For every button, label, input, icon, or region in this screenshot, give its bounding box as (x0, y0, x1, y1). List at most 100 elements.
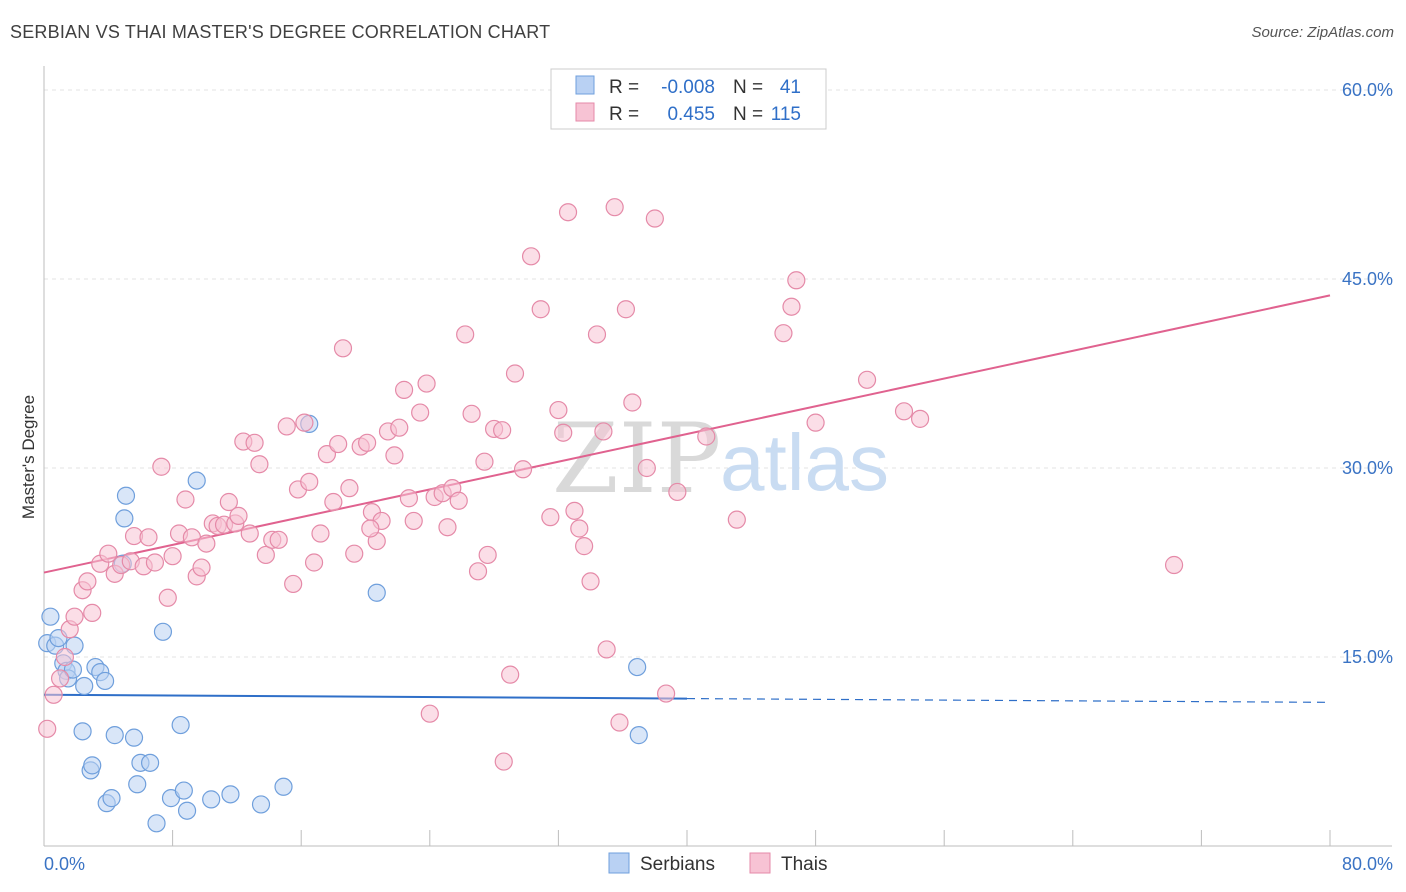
bottom-legend-label-serbians: Serbians (640, 854, 715, 875)
point-serbians-18 (105, 726, 124, 745)
point-serbians-33 (221, 785, 240, 804)
point-thais-96 (616, 300, 636, 319)
axes (43, 66, 1392, 847)
point-thais-20 (163, 547, 182, 566)
watermark-atlas: atlas (720, 418, 889, 507)
point-thais-52 (345, 544, 364, 563)
point-thais-40 (277, 417, 296, 436)
point-thais-82 (531, 300, 550, 319)
point-thais-59 (385, 446, 404, 465)
point-serbians-26 (153, 622, 173, 641)
point-thais-71 (456, 325, 475, 344)
point-thais-7 (78, 572, 97, 591)
point-thais-110 (910, 409, 930, 428)
point-thais-101 (668, 482, 687, 502)
point-thais-37 (256, 545, 275, 565)
point-thais-39 (269, 530, 288, 549)
point-thais-8 (83, 603, 102, 623)
point-thais-81 (521, 247, 541, 266)
point-thais-79 (505, 364, 525, 383)
point-thais-34 (240, 524, 259, 543)
legend-r-value-thais: 0.455 (667, 104, 715, 125)
point-thais-22 (176, 490, 195, 509)
y-tick-label-2: 45.0% (1342, 269, 1393, 289)
point-thais-64 (411, 403, 430, 422)
point-thais-78 (501, 665, 520, 684)
point-thais-100 (657, 684, 676, 703)
series-legend: Serbians Thais (608, 852, 827, 875)
watermark-zip: ZIP (552, 403, 721, 515)
legend-n-value-thais: 115 (771, 104, 801, 125)
point-thais-68 (438, 518, 457, 537)
point-thais-92 (594, 422, 613, 441)
legend-n-label-serbians: N = (733, 77, 763, 98)
y-axis-label: Master's Degree (19, 395, 38, 519)
legend-n-label-thais: N = (733, 104, 763, 125)
point-thais-48 (324, 492, 343, 512)
point-serbians-10 (73, 722, 92, 741)
point-thais-104 (774, 324, 793, 343)
x-tick-label-0: 0.0% (44, 854, 85, 874)
point-thais-19 (158, 588, 177, 607)
point-serbians-19 (115, 509, 134, 528)
point-thais-113 (494, 752, 513, 771)
point-thais-112 (420, 704, 439, 723)
point-thais-85 (554, 423, 573, 442)
point-thais-2 (50, 669, 70, 688)
point-serbians-17 (102, 789, 121, 808)
point-thais-111 (1164, 555, 1184, 575)
legend-swatch-serbians (575, 75, 595, 95)
legend-r-label-thais: R = (609, 104, 639, 125)
point-thais-61 (394, 380, 414, 399)
legend-swatch-thais (575, 102, 595, 122)
stats-legend: R = -0.008 N = 41 R = 0.455 N = 115 (550, 68, 827, 130)
x-tick-labels: 0.0% 80.0% (44, 854, 1393, 874)
point-serbians-20 (116, 486, 136, 505)
point-thais-99 (645, 209, 664, 228)
bottom-legend-swatch-thais (749, 852, 771, 874)
trend-line-thais (43, 294, 1331, 574)
grid-lines (44, 89, 1392, 658)
point-thais-50 (333, 339, 353, 358)
point-serbians-9 (75, 676, 94, 696)
point-thais-0 (38, 719, 57, 738)
point-thais-83 (541, 508, 560, 527)
point-thais-95 (610, 713, 629, 732)
point-serbians-32 (202, 790, 221, 809)
point-thais-25 (192, 558, 211, 577)
point-thais-91 (587, 325, 607, 344)
point-thais-105 (782, 297, 801, 316)
source-label: Source: ZipAtlas.com (1251, 24, 1394, 41)
point-thais-62 (399, 489, 419, 508)
point-serbians-15 (95, 671, 115, 691)
point-thais-35 (245, 433, 264, 452)
y-tick-labels: 15.0% 30.0% 45.0% 60.0% (1342, 80, 1393, 667)
point-thais-30 (219, 492, 238, 512)
trend-lines (43, 294, 1331, 703)
point-thais-77 (493, 421, 512, 440)
point-thais-93 (597, 640, 616, 659)
point-thais-26 (197, 534, 216, 553)
point-serbians-34 (251, 795, 271, 814)
point-serbians-12 (83, 756, 102, 775)
point-serbians-25 (147, 814, 166, 833)
bottom-legend-label-thais: Thais (781, 854, 827, 875)
point-serbians-35 (274, 777, 293, 796)
point-serbians-31 (187, 471, 206, 490)
point-thais-17 (145, 553, 165, 572)
data-points (38, 198, 1184, 833)
point-thais-41 (284, 574, 303, 594)
point-thais-90 (581, 572, 600, 591)
point-thais-16 (139, 528, 158, 547)
point-thais-3 (55, 647, 74, 667)
legend-n-value-serbians: 41 (780, 77, 801, 98)
point-serbians-37 (367, 583, 386, 602)
point-thais-32 (229, 506, 248, 525)
point-thais-63 (404, 511, 423, 531)
y-tick-label-1: 30.0% (1342, 458, 1393, 478)
point-thais-98 (637, 458, 656, 478)
point-serbians-30 (177, 801, 197, 820)
point-thais-80 (513, 460, 533, 479)
point-thais-108 (857, 370, 877, 389)
point-thais-107 (806, 413, 825, 432)
